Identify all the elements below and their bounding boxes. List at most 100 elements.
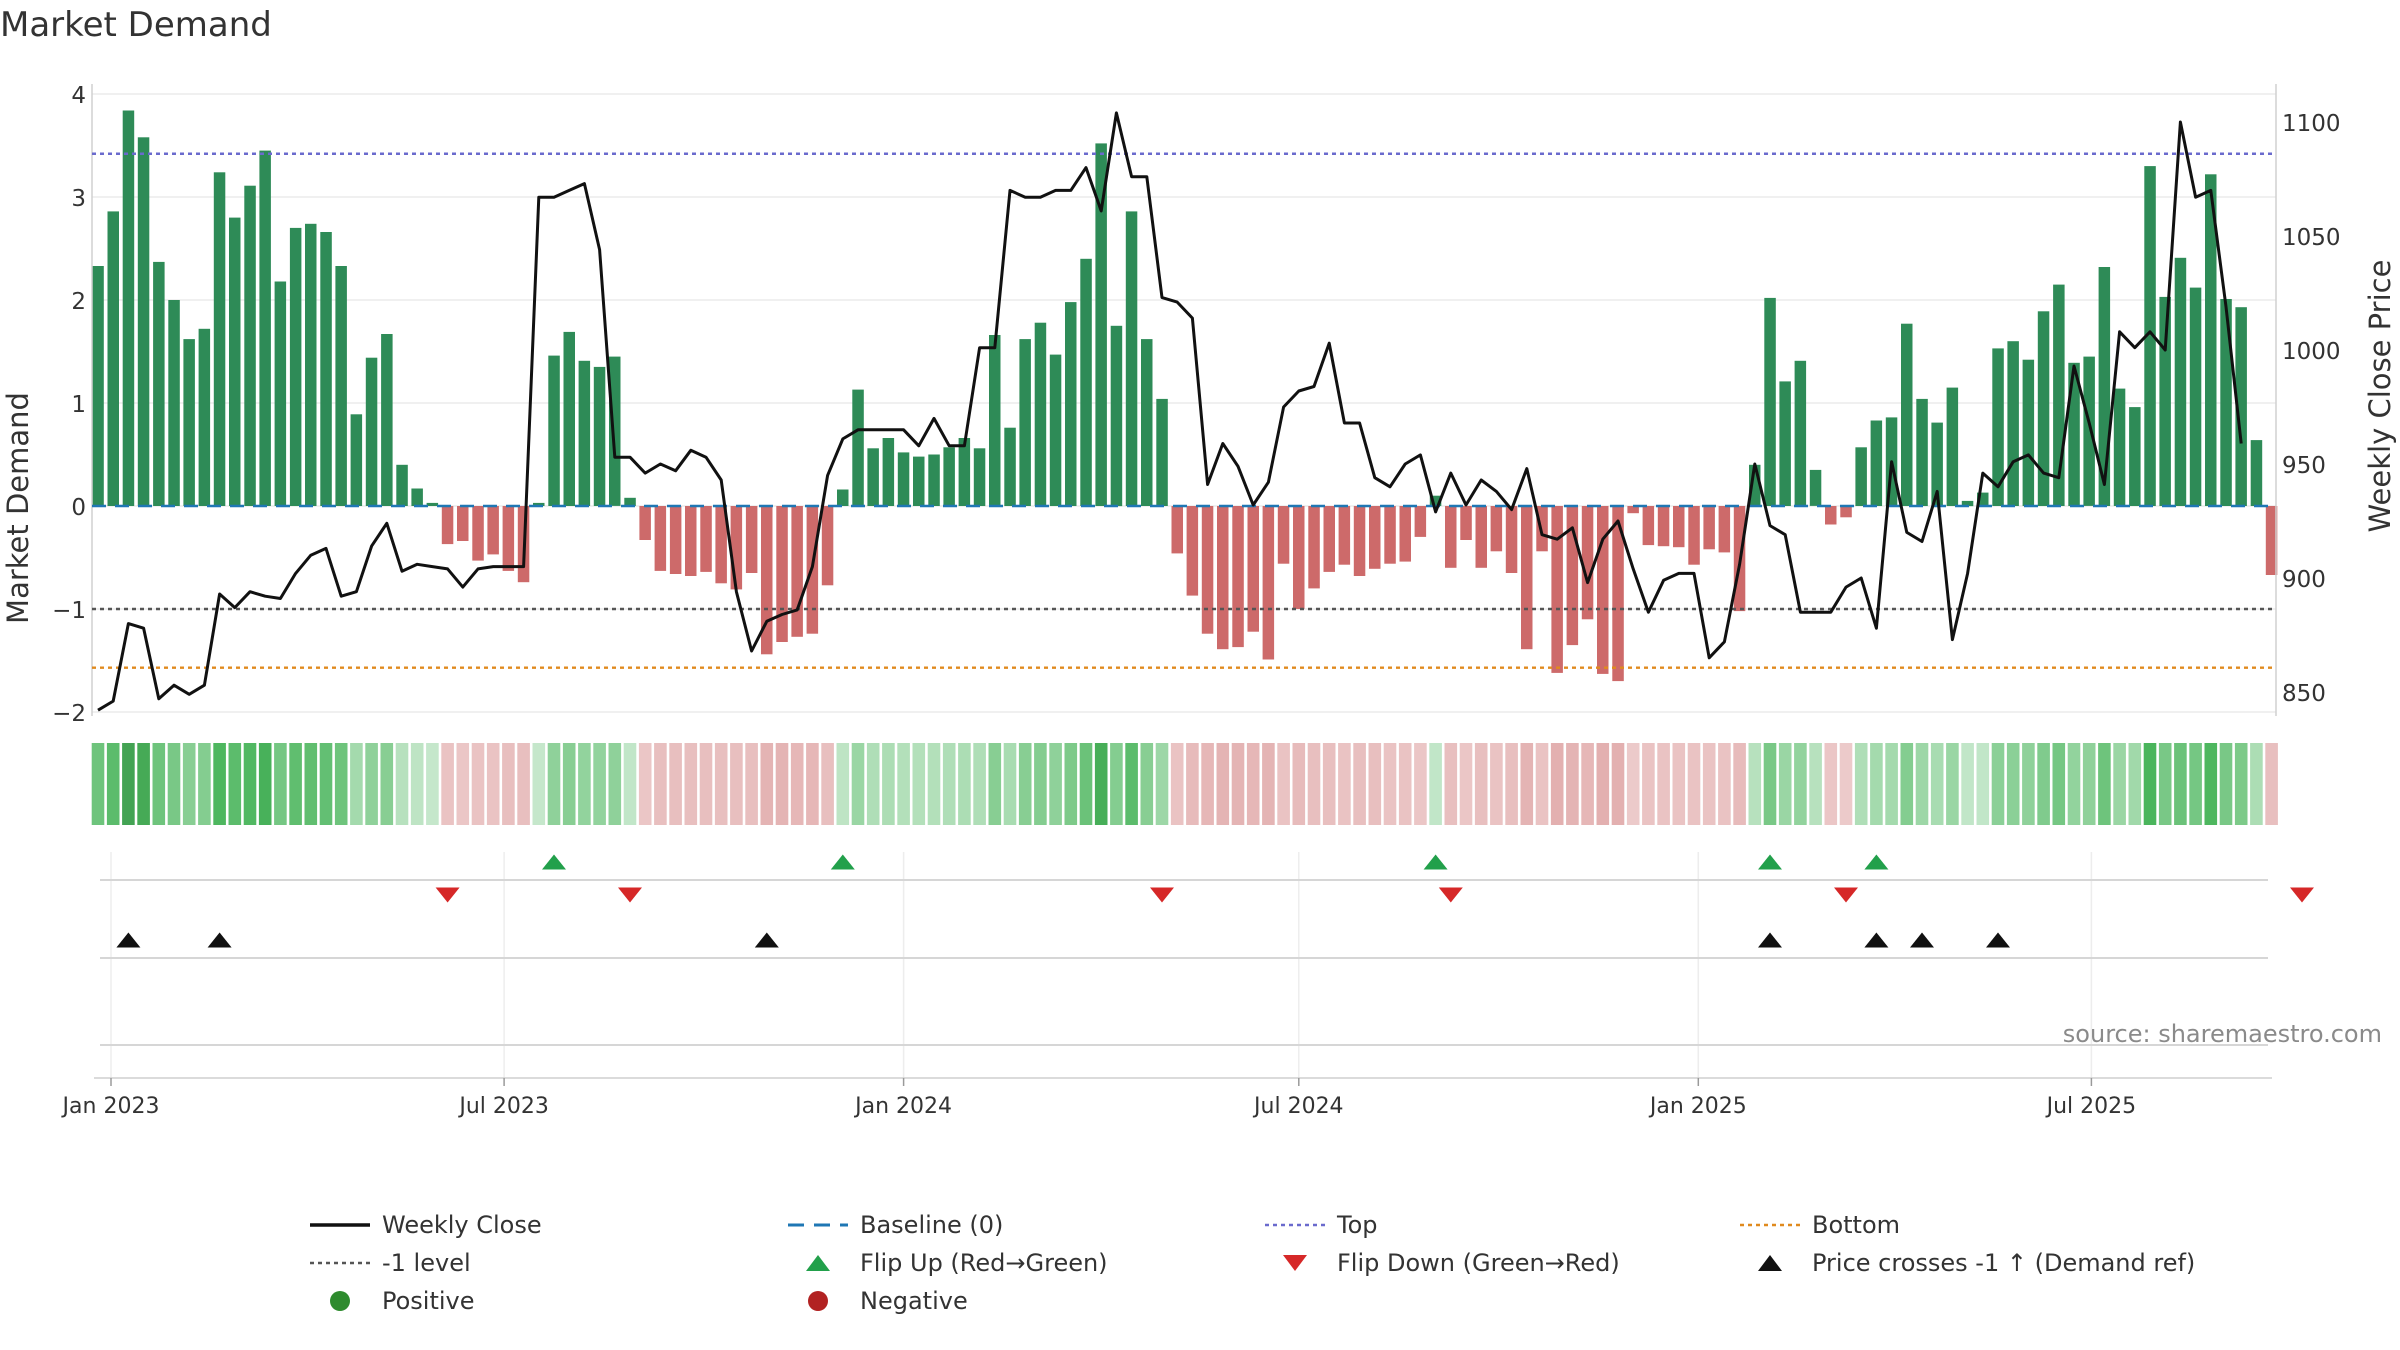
demand-bar bbox=[2007, 341, 2019, 506]
strip-cell bbox=[608, 743, 622, 825]
flip-down-marker bbox=[618, 887, 642, 903]
strip-cell bbox=[2022, 743, 2035, 825]
strip-cell bbox=[1003, 743, 1017, 825]
strip-cell bbox=[1338, 743, 1351, 825]
strip-cell bbox=[1201, 743, 1214, 825]
strip-cell bbox=[289, 743, 302, 825]
demand-bar bbox=[609, 356, 621, 506]
demand-bar bbox=[1125, 211, 1138, 506]
strip-cell bbox=[912, 743, 926, 825]
strip-cell bbox=[198, 743, 211, 825]
strip-cell bbox=[2174, 743, 2187, 825]
right-tick-label: 950 bbox=[2282, 453, 2326, 479]
demand-bar bbox=[2113, 388, 2126, 506]
demand-bar bbox=[578, 360, 591, 506]
demand-bar bbox=[1977, 492, 1989, 506]
left-tick-label: −2 bbox=[52, 701, 86, 727]
demand-bar bbox=[1673, 506, 1685, 548]
demand-bar bbox=[168, 300, 180, 506]
demand-bar bbox=[989, 335, 1001, 506]
strip-cell bbox=[1140, 743, 1154, 825]
demand-bars bbox=[92, 110, 2278, 682]
strip-cell bbox=[365, 743, 378, 825]
strip-cell bbox=[1535, 743, 1549, 825]
strip-cell bbox=[2067, 743, 2081, 825]
demand-bar bbox=[1308, 506, 1320, 589]
demand-bar bbox=[502, 506, 515, 571]
demand-bar bbox=[745, 506, 758, 573]
strip-cell bbox=[1490, 743, 1503, 825]
strip-cell bbox=[1368, 743, 1382, 825]
demand-bar bbox=[1581, 506, 1594, 620]
strip-cell bbox=[1292, 743, 1306, 825]
strip-cell bbox=[1976, 743, 1990, 825]
strip-cell bbox=[988, 743, 1002, 825]
strip-cell bbox=[410, 743, 424, 825]
demand-bar bbox=[1171, 506, 1183, 554]
demand-bar bbox=[411, 488, 423, 506]
strip-cell bbox=[1611, 743, 1625, 825]
x-tick-label: Jan 2023 bbox=[61, 1094, 160, 1119]
demand-bar bbox=[2205, 174, 2217, 507]
legend-legend_positive-swatch bbox=[330, 1291, 350, 1311]
demand-bar bbox=[1110, 325, 1123, 507]
strip-cell bbox=[2052, 743, 2066, 825]
demand-bar bbox=[1657, 506, 1670, 547]
legend-legend_negative-label: Negative bbox=[860, 1287, 968, 1315]
demand-bar bbox=[2265, 506, 2278, 575]
legend-minus_one-label: -1 level bbox=[382, 1249, 471, 1277]
demand-bar bbox=[1961, 500, 1974, 507]
demand-bar bbox=[2235, 307, 2247, 506]
strip-cell bbox=[851, 743, 865, 825]
x-tick-label: Jul 2025 bbox=[2045, 1094, 2137, 1119]
demand-bar bbox=[1688, 506, 1700, 565]
legend-baseline-label: Baseline (0) bbox=[860, 1211, 1003, 1239]
demand-bar bbox=[1475, 506, 1487, 568]
demand-bar bbox=[730, 506, 743, 590]
demand-bar bbox=[1764, 297, 1776, 506]
strip-cell bbox=[760, 743, 774, 825]
left-tick-label: 0 bbox=[71, 495, 86, 521]
demand-bar bbox=[137, 137, 150, 507]
strip-cell bbox=[821, 743, 834, 825]
demand-bar bbox=[1809, 469, 1822, 506]
demand-bar bbox=[1840, 506, 1852, 518]
right-tick-label: 900 bbox=[2282, 567, 2326, 593]
strip-cell bbox=[274, 743, 287, 825]
right-axis: 850 900 950 1000 1050 1100 bbox=[2275, 84, 2341, 716]
strip-cell bbox=[882, 743, 895, 825]
demand-bar bbox=[2189, 287, 2202, 506]
strip-cell bbox=[91, 743, 105, 825]
demand-bar bbox=[776, 506, 788, 642]
strip-cell bbox=[137, 743, 150, 825]
demand-bar bbox=[1277, 506, 1290, 564]
strip-cell bbox=[350, 743, 363, 825]
demand-bar bbox=[1460, 506, 1472, 540]
x-axis: Jan 2023 Jul 2023 Jan 2024 Jul 2024 Jan 2025… bbox=[61, 1077, 2272, 1119]
strip-cell bbox=[1307, 743, 1321, 825]
demand-bar bbox=[1551, 506, 1563, 673]
demand-bar bbox=[2144, 166, 2156, 506]
demand-bar bbox=[1399, 506, 1411, 562]
flip-up-marker bbox=[1864, 854, 1889, 870]
strip-cell bbox=[1657, 743, 1670, 825]
flip-up-marker bbox=[542, 854, 566, 870]
strip-cell bbox=[684, 743, 698, 825]
demand-bar bbox=[913, 456, 925, 506]
demand-bar bbox=[882, 438, 895, 506]
strip-cell bbox=[1961, 743, 1974, 825]
strip-cell bbox=[1094, 743, 1108, 825]
demand-bar bbox=[1566, 506, 1579, 646]
demand-bar bbox=[2174, 257, 2187, 506]
demand-bar bbox=[244, 185, 256, 506]
demand-bar bbox=[1627, 506, 1639, 514]
demand-bar bbox=[2220, 299, 2232, 506]
strip-cell bbox=[243, 743, 257, 825]
right-axis-label: Weekly Close Price bbox=[2363, 260, 2397, 533]
strip-cell bbox=[1672, 743, 1686, 825]
demand-bar bbox=[2250, 440, 2263, 506]
strip-cell bbox=[866, 743, 880, 825]
demand-bar bbox=[274, 281, 287, 506]
demand-bar bbox=[973, 448, 986, 506]
strip-cell bbox=[304, 743, 318, 825]
